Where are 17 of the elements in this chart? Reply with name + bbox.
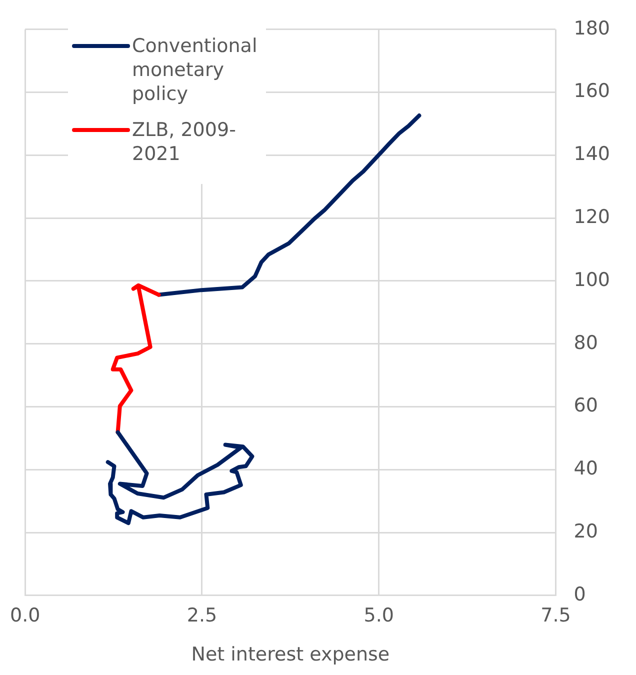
y-tick-label: 20 — [574, 520, 598, 542]
y-tick-label: 100 — [574, 268, 610, 291]
x-tick-label: 7.5 — [540, 604, 571, 627]
y-tick-label: 40 — [574, 458, 598, 480]
y-tick-label: 180 — [574, 17, 610, 40]
y-tick-label: 140 — [574, 143, 610, 166]
y-tick-label: 160 — [574, 80, 610, 102]
x-axis-title: Net interest expense — [191, 644, 390, 666]
x-tick-label: 5.0 — [364, 604, 394, 627]
x-tick-label: 0.0 — [10, 604, 40, 627]
x-tick-label: 2.5 — [186, 604, 218, 627]
legend-label: Conventional monetary policy — [132, 34, 258, 106]
y-tick-label: 80 — [574, 332, 598, 354]
y-tick-label: 120 — [574, 206, 610, 228]
y-tick-label: 60 — [574, 394, 598, 417]
y-tick-label: 0 — [574, 583, 586, 606]
legend-label: ZLB, 2009-2021 — [132, 118, 237, 166]
